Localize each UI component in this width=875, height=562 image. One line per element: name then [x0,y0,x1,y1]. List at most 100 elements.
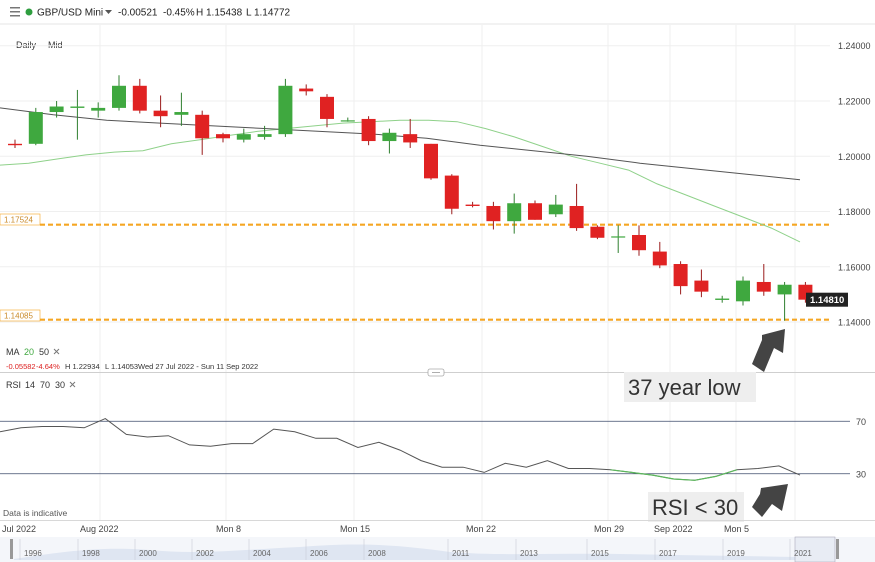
candle-body [91,107,106,111]
candle [652,241,667,269]
navigator-year-label: 2021 [794,549,812,558]
candle-body [424,143,438,179]
hamburger-icon[interactable] [10,7,20,17]
toolbar-change: -0.00521 [118,8,158,19]
level-label-lower-text: 1.14085 [4,312,33,321]
rsi-indicator-name[interactable]: RSI [6,380,21,390]
candle [673,261,688,295]
candle [590,225,605,240]
candle-body [736,280,750,302]
navigator-year-label: 1998 [82,549,100,558]
navigator-year-label: 2004 [253,549,271,558]
pane-resize-handle[interactable] [427,368,445,377]
symbol-title[interactable]: GBP/USD Mini [37,8,103,19]
candle-body [611,236,626,238]
navigator-left-handle[interactable] [10,539,13,559]
price-tick-label: 1.24000 [838,41,871,51]
candle [216,132,230,143]
candle-body [486,205,501,222]
time-tick-label: Mon 15 [340,524,370,534]
rsi-period-3: 30 [55,380,65,390]
toolbar-low: L 1.14772 [246,8,291,19]
candle-body [632,235,646,251]
ma-period-2: 50 [39,347,49,357]
toolbar-high: H 1.15438 [196,8,243,19]
ma-indicator-name[interactable]: MA [6,347,20,357]
navigator-year-label: 2013 [520,549,538,558]
candle [424,143,438,180]
navigator-right-handle[interactable] [836,539,839,559]
candle [257,125,272,140]
toolbar-change-pct: -0.45% [163,8,195,19]
candle-body [195,114,210,139]
candle [632,225,646,256]
candle-body [382,132,397,142]
rsi-line [0,418,801,481]
navigator-year-label: 2000 [139,549,157,558]
price-axis: 1.24000 1.22000 1.20000 1.18000 1.16000 1.140… [838,41,871,327]
disclaimer: Data is indicative [3,508,68,518]
candle-body [174,112,189,115]
candle [132,78,147,114]
price-tick-label: 1.14000 [838,318,871,328]
candle-body [569,205,584,229]
candlesticks [8,75,813,321]
time-navigator[interactable]: 1996 1998 2000 2002 2004 2006 2008 2011 2013 2015… [0,536,875,562]
candle [611,225,626,253]
candle [486,201,501,230]
candle [777,281,792,321]
level-label-upper: 1.17524 [0,213,41,226]
candle [403,118,418,148]
candle-body [756,281,771,292]
ma20-line [0,119,801,243]
candle [49,100,64,118]
candle [28,107,43,146]
ma50-line [0,107,801,181]
candle-body [236,134,251,140]
navigator-window[interactable] [794,536,836,562]
candle-body [320,96,334,119]
rsi-levels [0,420,850,475]
candle-body [444,175,459,209]
candle [236,128,251,143]
low-annotation-text: 37 year low [628,375,741,400]
interval-label[interactable]: Daily [16,40,37,50]
time-tick-label: Mon 5 [724,524,749,534]
candle [320,94,334,128]
time-tick-label: Mon 22 [466,524,496,534]
candle-body [361,118,376,142]
price-type-label[interactable]: Mid [48,40,63,50]
candle-body [777,284,792,295]
navigator-year-label: 2002 [196,549,214,558]
rsi-oversold-segment [610,469,737,481]
candle [569,183,584,231]
current-price-text: 1.14810 [810,295,844,306]
close-icon[interactable] [53,348,60,355]
candle-body [28,112,43,144]
price-tick-label: 1.18000 [838,207,871,217]
candle-body [548,204,563,215]
navigator-year-label: 2017 [659,549,677,558]
candle [70,89,85,140]
range-dates: Wed 27 Jul 2022 - Sun 11 Sep 2022 [138,362,258,371]
candle [112,75,126,111]
candle [507,193,522,234]
rsi-tick-label: 70 [856,417,866,427]
candle [8,139,22,148]
rsi-axis: 70 30 [856,417,866,480]
time-tick-label: Mon 8 [216,524,241,534]
navigator-year-label: 2015 [591,549,609,558]
candle-body [403,134,418,143]
level-label-lower: 1.14085 [0,309,41,322]
candle-body [528,203,542,220]
candle-body [70,106,85,108]
candle [195,110,210,155]
price-tick-label: 1.16000 [838,262,871,272]
candle-body [112,85,126,108]
candle-body [257,134,272,137]
chevron-down-icon[interactable] [105,10,112,14]
close-icon[interactable] [69,381,76,388]
price-tick-label: 1.22000 [838,96,871,106]
candle-body [340,120,355,122]
range-change-pct: -4.64% [36,362,60,371]
